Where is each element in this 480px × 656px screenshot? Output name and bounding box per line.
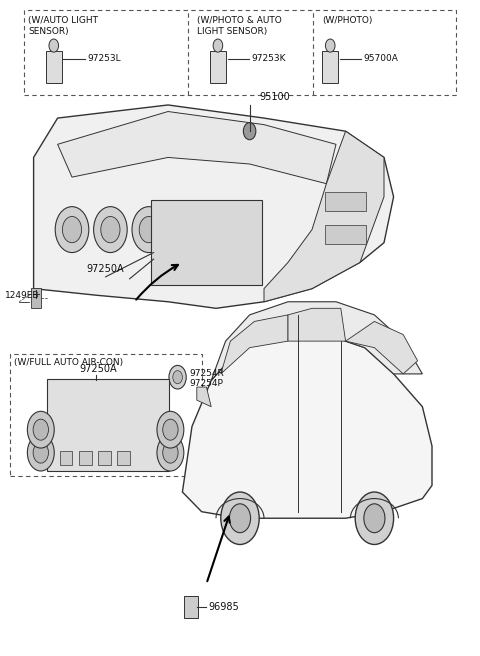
Text: 97254R
97254P: 97254R 97254P [190, 369, 224, 388]
Polygon shape [34, 105, 394, 308]
Polygon shape [264, 131, 384, 302]
Text: (W/AUTO LIGHT
SENSOR): (W/AUTO LIGHT SENSOR) [28, 16, 98, 36]
Circle shape [173, 371, 182, 384]
FancyBboxPatch shape [151, 200, 262, 285]
Circle shape [27, 434, 54, 471]
FancyBboxPatch shape [322, 51, 338, 83]
Text: 97250A: 97250A [79, 364, 117, 374]
Polygon shape [221, 315, 288, 374]
Text: 1249EB: 1249EB [5, 291, 39, 300]
Polygon shape [182, 335, 432, 518]
Circle shape [221, 492, 259, 544]
Circle shape [157, 434, 184, 471]
FancyBboxPatch shape [184, 596, 198, 618]
FancyBboxPatch shape [210, 51, 226, 83]
FancyBboxPatch shape [325, 192, 366, 211]
Polygon shape [58, 112, 336, 184]
Circle shape [229, 504, 251, 533]
FancyBboxPatch shape [98, 451, 111, 465]
FancyBboxPatch shape [117, 451, 130, 465]
FancyBboxPatch shape [60, 451, 72, 465]
Circle shape [33, 442, 48, 463]
Circle shape [364, 504, 385, 533]
Circle shape [139, 216, 158, 243]
Text: 95700A: 95700A [364, 54, 399, 63]
FancyBboxPatch shape [31, 288, 41, 308]
Circle shape [213, 39, 223, 52]
FancyBboxPatch shape [325, 225, 366, 244]
Circle shape [62, 216, 82, 243]
Text: 96985: 96985 [209, 602, 240, 612]
FancyBboxPatch shape [79, 451, 92, 465]
Circle shape [27, 411, 54, 448]
Circle shape [163, 442, 178, 463]
Text: 97253K: 97253K [252, 54, 286, 63]
Polygon shape [288, 308, 346, 341]
FancyBboxPatch shape [47, 379, 169, 471]
Text: 97250A: 97250A [86, 264, 124, 274]
Polygon shape [197, 387, 211, 407]
Circle shape [325, 39, 335, 52]
Text: (W/PHOTO): (W/PHOTO) [322, 16, 372, 26]
Text: (W/PHOTO & AUTO
LIGHT SENSOR): (W/PHOTO & AUTO LIGHT SENSOR) [197, 16, 282, 36]
Circle shape [49, 39, 59, 52]
Text: (W/FULL AUTO AIR-CON): (W/FULL AUTO AIR-CON) [14, 358, 123, 367]
Circle shape [94, 207, 127, 253]
Circle shape [157, 411, 184, 448]
Text: 95100: 95100 [259, 92, 290, 102]
Circle shape [101, 216, 120, 243]
FancyBboxPatch shape [46, 51, 62, 83]
Circle shape [55, 207, 89, 253]
Circle shape [355, 492, 394, 544]
Text: 97253L: 97253L [87, 54, 121, 63]
Polygon shape [346, 321, 418, 374]
Circle shape [33, 419, 48, 440]
Circle shape [163, 419, 178, 440]
Polygon shape [211, 302, 422, 380]
Circle shape [132, 207, 166, 253]
Circle shape [243, 123, 256, 140]
Circle shape [169, 365, 186, 389]
